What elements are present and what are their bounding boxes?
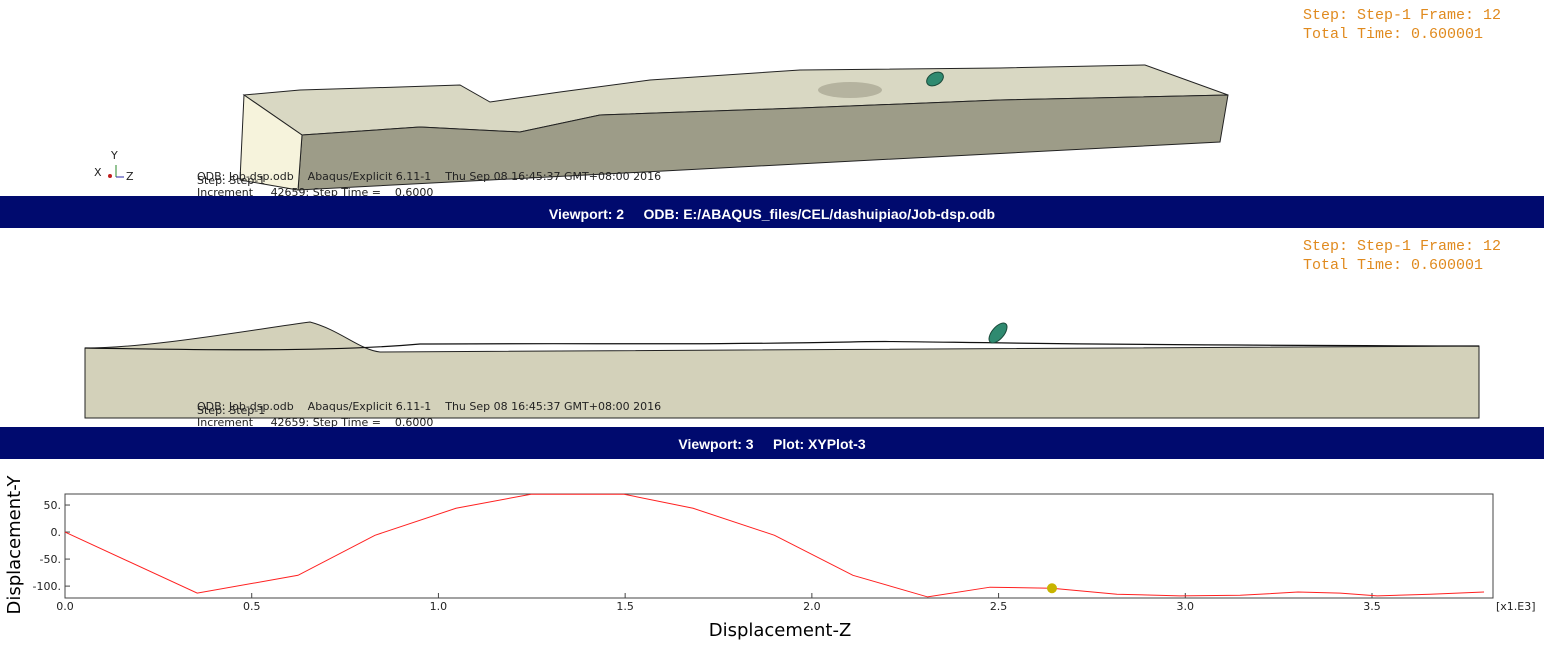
- beam-front: [84, 321, 1480, 419]
- info-odb: ODB: Job-dsp.odb Abaqus/Explicit 6.11-1 …: [197, 170, 661, 183]
- triad-y: Y: [110, 149, 118, 162]
- x-axis-label: Displacement-Z: [709, 620, 852, 641]
- y-tick-label: -50.: [40, 553, 61, 566]
- x-tick-label: 2.0: [803, 600, 821, 613]
- info-step: Step: Step-1: [197, 174, 265, 187]
- x-tick-label: 3.0: [1177, 600, 1195, 613]
- projectile: [988, 322, 1008, 344]
- status-step: Step: Step-1 Frame: 12: [1303, 238, 1501, 255]
- y-axis-label: Displacement-Y: [4, 474, 25, 614]
- surface-line: [84, 340, 1480, 351]
- info-increment: Increment 42659: Step Time = 0.6000: [197, 416, 433, 429]
- status-time: Total Time: 0.600001: [1303, 26, 1483, 43]
- data-line: [64, 493, 1485, 598]
- x-tick-label: 0.5: [243, 600, 261, 613]
- info-step: Step: Step-1: [197, 404, 265, 417]
- viewport-title-bar[interactable]: [0, 196, 1544, 228]
- y-tick-label: 0.: [51, 526, 62, 539]
- viewport-title-bar[interactable]: [0, 427, 1544, 459]
- viewport-title: Viewport: 3 Plot: XYPlot-3: [678, 436, 865, 452]
- beam-side: [297, 94, 1229, 191]
- current-marker: [1046, 583, 1057, 594]
- status-step: Step: Step-1 Frame: 12: [1303, 7, 1501, 24]
- crater: [818, 82, 882, 98]
- triad-axis: [108, 174, 112, 178]
- beam-end: [239, 94, 303, 191]
- y-tick-label: -100.: [33, 580, 61, 593]
- y-tick-label: 50.: [44, 499, 62, 512]
- x-tick-label: 2.5: [990, 600, 1008, 613]
- x-tick-label: 1.5: [616, 600, 634, 613]
- projectile: [926, 71, 944, 87]
- info-odb: ODB: Job-dsp.odb Abaqus/Explicit 6.11-1 …: [197, 400, 661, 413]
- viewport-title: Viewport: 2 ODB: E:/ABAQUS_files/CEL/das…: [549, 206, 995, 222]
- viewport-1[interactable]: Step: Step-1 Frame: 12 Total Time: 0.600…: [0, 0, 1544, 199]
- viewport-2[interactable]: Step: Step-1 Frame: 12 Total Time: 0.600…: [84, 238, 1501, 429]
- plot-frame: [64, 493, 1494, 599]
- info-increment: Increment 42659: Step Time = 0.6000: [197, 186, 433, 199]
- x-tick-label: 3.5: [1363, 600, 1381, 613]
- x-tick-label: 0.0: [56, 600, 74, 613]
- x-multiplier: [x1.E3]: [1496, 600, 1536, 613]
- x-tick-label: 1.0: [430, 600, 448, 613]
- triad-z: Z: [126, 170, 134, 183]
- status-time: Total Time: 0.600001: [1303, 257, 1483, 274]
- triad-x: X: [94, 166, 102, 179]
- xy-plot[interactable]: 0.0 0.5 1.0 1.5 2.0 2.5 3.0 3.5 50. 0. -50. -100. [x…: [4, 474, 1536, 641]
